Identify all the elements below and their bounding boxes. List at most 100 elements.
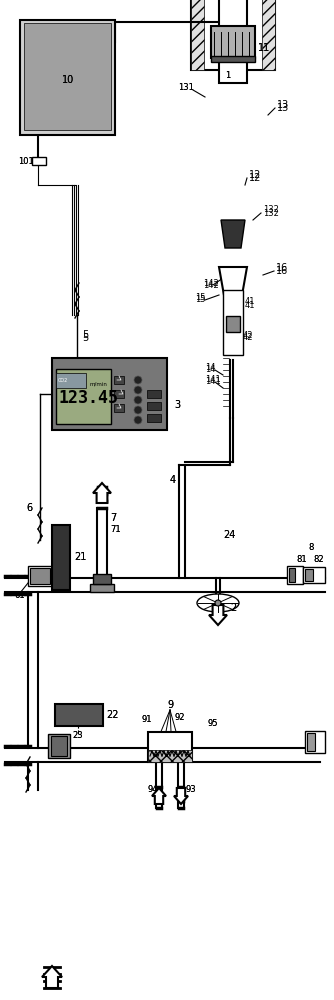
Text: 7: 7: [110, 513, 116, 523]
Bar: [114, 376, 124, 384]
Text: 16: 16: [276, 263, 288, 273]
Text: 9: 9: [167, 700, 173, 710]
Polygon shape: [209, 605, 227, 625]
Polygon shape: [221, 220, 245, 248]
Text: 101: 101: [18, 157, 34, 166]
Bar: [223, 290, 243, 355]
Text: 23: 23: [72, 732, 82, 740]
Bar: [226, 316, 240, 332]
Bar: [52, 525, 70, 590]
Text: 141: 141: [205, 375, 221, 384]
Text: 24: 24: [223, 530, 235, 540]
Bar: [20, 20, 115, 135]
Text: 2: 2: [230, 603, 236, 613]
Bar: [287, 566, 303, 584]
Text: 21: 21: [74, 552, 87, 562]
Bar: [191, 0, 275, 70]
Bar: [51, 736, 67, 756]
Circle shape: [134, 396, 142, 404]
Polygon shape: [152, 788, 166, 804]
Bar: [32, 157, 46, 165]
Text: 2: 2: [230, 603, 236, 613]
Text: 42: 42: [243, 332, 254, 340]
Text: 14: 14: [205, 363, 215, 372]
Text: 23: 23: [72, 732, 82, 740]
Text: 123.45: 123.45: [59, 389, 119, 407]
Text: 81: 81: [296, 554, 307, 564]
Bar: [30, 568, 50, 584]
Bar: [114, 404, 124, 412]
Text: 11: 11: [258, 43, 270, 53]
Text: 101: 101: [18, 157, 34, 166]
Text: 9: 9: [167, 700, 173, 710]
Circle shape: [134, 406, 142, 414]
Bar: [114, 390, 124, 398]
Circle shape: [215, 600, 221, 606]
Text: 14: 14: [205, 365, 215, 374]
Circle shape: [134, 376, 142, 384]
Text: 21: 21: [74, 552, 87, 562]
Text: 13: 13: [277, 103, 289, 113]
Text: 94: 94: [148, 786, 159, 794]
Bar: [303, 567, 325, 583]
Bar: [24, 23, 111, 130]
Polygon shape: [42, 966, 62, 988]
Text: 15: 15: [195, 294, 205, 302]
Text: 8: 8: [308, 544, 313, 552]
Polygon shape: [174, 788, 188, 804]
Polygon shape: [93, 483, 111, 503]
Text: 61: 61: [14, 591, 25, 600]
Text: 12: 12: [249, 170, 262, 180]
Bar: [90, 584, 114, 592]
Bar: [305, 569, 313, 581]
Text: 11: 11: [258, 43, 270, 53]
Circle shape: [134, 416, 142, 424]
Bar: [289, 568, 295, 582]
Text: 15: 15: [195, 296, 205, 304]
Text: 91: 91: [142, 716, 153, 724]
Text: 5: 5: [82, 330, 88, 340]
Text: 42: 42: [243, 334, 254, 342]
Bar: [147, 402, 161, 410]
Ellipse shape: [197, 594, 239, 612]
Text: 61: 61: [14, 591, 25, 600]
Bar: [262, 0, 275, 70]
Bar: [55, 704, 103, 726]
Text: 22: 22: [106, 710, 119, 720]
Text: 3: 3: [174, 400, 180, 410]
Text: 7: 7: [110, 513, 116, 523]
Text: 95: 95: [208, 720, 218, 728]
Bar: [191, 0, 204, 70]
Bar: [219, 0, 247, 83]
Text: 1: 1: [225, 72, 230, 81]
Text: m/min: m/min: [90, 381, 108, 386]
Text: 10: 10: [62, 75, 74, 85]
Text: 6: 6: [26, 503, 32, 513]
Text: 95: 95: [208, 720, 218, 728]
Text: 93: 93: [186, 786, 197, 794]
Text: 141: 141: [205, 377, 221, 386]
Text: 10: 10: [62, 75, 74, 85]
Text: 81: 81: [296, 554, 307, 564]
Text: 93: 93: [186, 786, 197, 794]
Text: 82: 82: [313, 554, 324, 564]
Bar: [48, 734, 70, 758]
Bar: [305, 731, 325, 753]
Circle shape: [134, 386, 142, 394]
Text: 41: 41: [245, 298, 256, 306]
Text: 131: 131: [178, 84, 194, 93]
Polygon shape: [219, 267, 247, 318]
Text: 12: 12: [249, 173, 262, 183]
Text: 13: 13: [277, 100, 289, 110]
Text: 1: 1: [225, 72, 230, 81]
Text: 82: 82: [313, 554, 324, 564]
Bar: [307, 733, 315, 751]
Text: 92: 92: [175, 714, 185, 722]
Text: 132: 132: [263, 206, 279, 215]
Text: 5: 5: [82, 333, 88, 343]
Text: 142: 142: [203, 278, 219, 288]
Text: 6: 6: [26, 503, 32, 513]
Text: 24: 24: [223, 530, 235, 540]
Text: CO2: CO2: [58, 377, 68, 382]
Bar: [147, 390, 161, 398]
